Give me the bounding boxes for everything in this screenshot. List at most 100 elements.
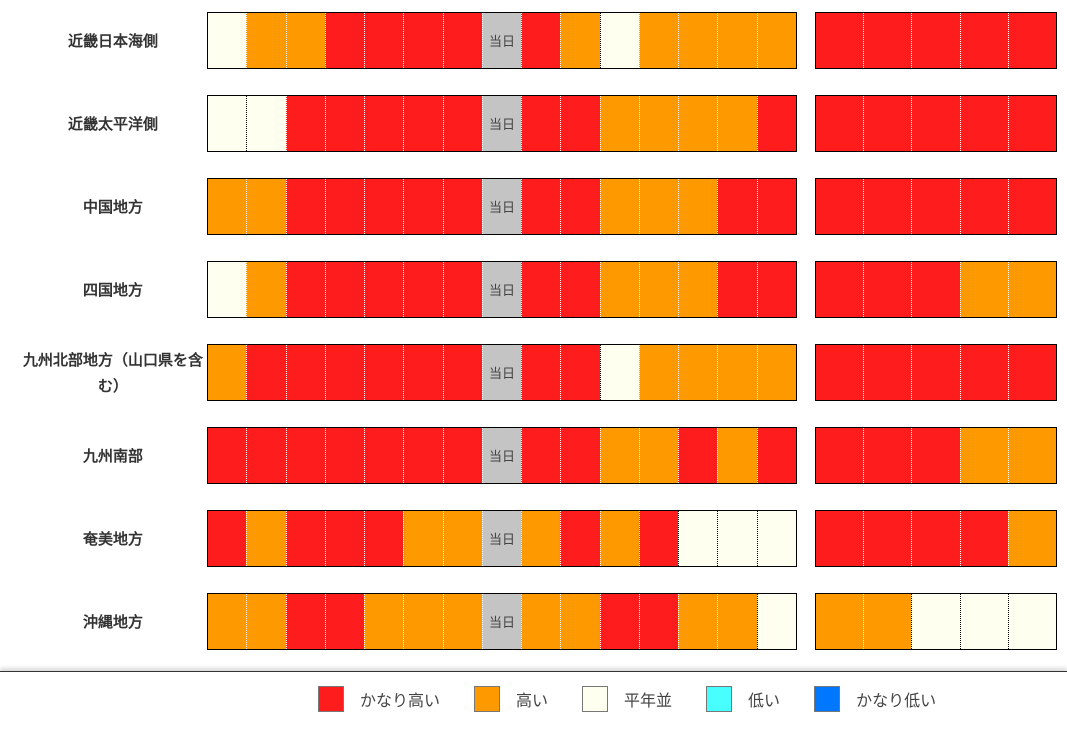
region-row: 近畿太平洋側 当日 <box>0 95 1067 152</box>
heat-cell <box>442 511 482 566</box>
heat-cell <box>208 96 247 151</box>
heat-cell <box>638 96 679 151</box>
region-row: 沖縄地方 当日 <box>0 593 1067 650</box>
heat-cell <box>863 428 912 483</box>
heat-cell <box>678 262 718 317</box>
region-label: 九州南部 <box>82 446 143 465</box>
heat-cell <box>442 13 482 68</box>
today-cell: 当日 <box>481 345 522 400</box>
region-label: 奄美地方 <box>82 529 143 548</box>
heat-cell <box>678 428 718 483</box>
heat-cell <box>442 345 482 400</box>
heat-cell <box>364 594 404 649</box>
heat-cell <box>364 13 404 68</box>
heat-cell <box>599 511 639 566</box>
heat-cell <box>911 345 960 400</box>
heat-cell <box>403 179 443 234</box>
heat-cell <box>717 262 757 317</box>
legend-item: 高い <box>474 686 548 712</box>
region-row: 近畿日本海側 当日 <box>0 12 1067 69</box>
daily-block: 当日 <box>207 178 797 235</box>
heat-cell <box>364 345 404 400</box>
heat-cell <box>285 13 325 68</box>
today-cell: 当日 <box>481 428 522 483</box>
heat-cell <box>208 594 247 649</box>
weekly-block <box>815 178 1057 235</box>
heat-cell <box>816 428 864 483</box>
heat-cell <box>638 13 679 68</box>
region-label: 沖縄地方 <box>82 612 143 631</box>
heat-cell <box>560 511 600 566</box>
heat-cell <box>756 428 796 483</box>
weekly-block <box>815 261 1057 318</box>
heat-cell <box>717 511 757 566</box>
legend-swatch <box>474 686 501 712</box>
legend-item: 低い <box>706 686 780 712</box>
legend-item: 平年並 <box>582 686 672 712</box>
heat-cell <box>911 511 960 566</box>
heat-cell <box>208 428 247 483</box>
heat-cell <box>1007 13 1057 68</box>
heat-cell <box>638 428 679 483</box>
today-cell: 当日 <box>481 511 522 566</box>
today-cell: 当日 <box>481 179 522 234</box>
heat-cell <box>863 96 912 151</box>
heat-cell <box>911 594 960 649</box>
heat-cell <box>638 262 679 317</box>
heat-cell <box>442 179 482 234</box>
heat-cell <box>324 345 365 400</box>
heat-cell <box>285 594 325 649</box>
heat-cell <box>1007 345 1057 400</box>
heat-cell <box>208 511 247 566</box>
heat-cell <box>863 511 912 566</box>
heat-cell <box>816 96 864 151</box>
heat-cell <box>285 262 325 317</box>
heat-cell <box>717 594 757 649</box>
heat-cell <box>1007 428 1057 483</box>
heat-cell <box>364 511 404 566</box>
region-label: 九州北部地方（山口県を含む） <box>22 350 203 395</box>
heat-cell <box>285 179 325 234</box>
today-cell: 当日 <box>481 96 522 151</box>
heat-cell <box>816 179 864 234</box>
daily-block: 当日 <box>207 95 797 152</box>
legend: かなり高い 高い 平年並 低い かなり低い <box>318 686 970 712</box>
region-row: 九州南部 当日 <box>0 427 1067 484</box>
weekly-block <box>815 344 1057 401</box>
heat-cell <box>959 262 1008 317</box>
heat-cell <box>678 594 718 649</box>
heat-cell <box>816 511 864 566</box>
daily-block: 当日 <box>207 261 797 318</box>
weekly-block <box>815 95 1057 152</box>
heat-cell <box>403 345 443 400</box>
heat-cell <box>521 262 561 317</box>
heat-cell <box>521 345 561 400</box>
heat-cell <box>959 13 1008 68</box>
heat-cell <box>863 179 912 234</box>
daily-block: 当日 <box>207 344 797 401</box>
heat-cell <box>816 345 864 400</box>
daily-block: 当日 <box>207 12 797 69</box>
heat-cell <box>756 96 796 151</box>
heat-cell <box>324 428 365 483</box>
heat-cell <box>756 179 796 234</box>
heat-cell <box>911 96 960 151</box>
heat-cell <box>521 179 561 234</box>
heat-cell <box>717 179 757 234</box>
heat-cell <box>599 179 639 234</box>
heat-cell <box>364 262 404 317</box>
heat-cell <box>560 179 600 234</box>
heat-cell <box>678 345 718 400</box>
heat-cell <box>246 13 286 68</box>
heat-cell <box>521 428 561 483</box>
legend-swatch <box>582 686 609 712</box>
legend-label: 低い <box>748 691 781 710</box>
heat-cell <box>208 179 247 234</box>
heat-cell <box>911 13 960 68</box>
weekly-block <box>815 427 1057 484</box>
heat-cell <box>324 262 365 317</box>
heat-cell <box>521 511 561 566</box>
heat-cell <box>403 594 443 649</box>
heat-cell <box>442 428 482 483</box>
heat-cell <box>403 13 443 68</box>
